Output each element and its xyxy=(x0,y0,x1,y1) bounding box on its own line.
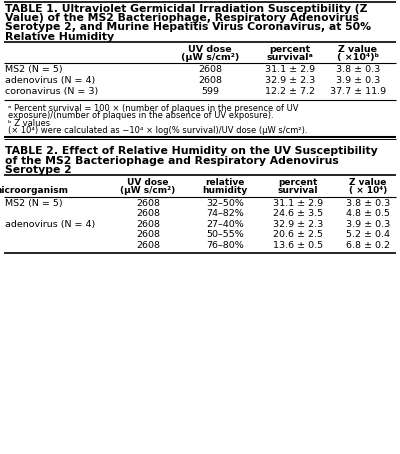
Text: adenovirus (N = 4): adenovirus (N = 4) xyxy=(5,220,95,229)
Text: 32.9 ± 2.3: 32.9 ± 2.3 xyxy=(273,220,323,229)
Text: 31.1 ± 2.9: 31.1 ± 2.9 xyxy=(265,65,315,74)
Text: exposure)/(number of plaques in the absence of UV exposure).: exposure)/(number of plaques in the abse… xyxy=(8,111,274,120)
Text: TABLE 2. Effect of Relative Humidity on the UV Susceptibility: TABLE 2. Effect of Relative Humidity on … xyxy=(5,146,378,156)
Text: 13.6 ± 0.5: 13.6 ± 0.5 xyxy=(273,241,323,250)
Text: 2608: 2608 xyxy=(136,209,160,218)
Text: adenovirus (N = 4): adenovirus (N = 4) xyxy=(5,76,95,85)
Text: 2608: 2608 xyxy=(136,241,160,250)
Text: microorganism: microorganism xyxy=(0,187,68,195)
Text: 599: 599 xyxy=(201,87,219,96)
Text: 12.2 ± 7.2: 12.2 ± 7.2 xyxy=(265,87,315,96)
Text: percent: percent xyxy=(269,45,311,54)
Text: 32.9 ± 2.3: 32.9 ± 2.3 xyxy=(265,76,315,85)
Text: MS2 (N = 5): MS2 (N = 5) xyxy=(5,65,63,74)
Text: TABLE 1. Ultraviolet Germicidal Irradiation Susceptibility (Z: TABLE 1. Ultraviolet Germicidal Irradiat… xyxy=(5,4,368,14)
Text: Serotype 2, and Murine Hepatitis Virus Coronavirus, at 50%: Serotype 2, and Murine Hepatitis Virus C… xyxy=(5,22,371,32)
Text: 4.8 ± 0.5: 4.8 ± 0.5 xyxy=(346,209,390,218)
Text: survival: survival xyxy=(278,187,318,195)
Text: Serotype 2: Serotype 2 xyxy=(5,165,72,175)
Text: 3.8 ± 0.3: 3.8 ± 0.3 xyxy=(336,65,380,74)
Text: 37.7 ± 11.9: 37.7 ± 11.9 xyxy=(330,87,386,96)
Text: 20.6 ± 2.5: 20.6 ± 2.5 xyxy=(273,230,323,239)
Text: humidity: humidity xyxy=(202,187,248,195)
Text: ( × 10⁴): ( × 10⁴) xyxy=(349,187,387,195)
Text: relative: relative xyxy=(205,178,245,187)
Text: 2608: 2608 xyxy=(136,199,160,208)
Text: 27–40%: 27–40% xyxy=(206,220,244,229)
Text: (× 10⁴) were calculated as −10⁴ × log(% survival)/UV dose (μW s/cm²).: (× 10⁴) were calculated as −10⁴ × log(% … xyxy=(8,126,308,135)
Text: survivalᵃ: survivalᵃ xyxy=(266,53,314,62)
Text: coronavirus (N = 3): coronavirus (N = 3) xyxy=(5,87,98,96)
Text: of the MS2 Bacteriophage and Respiratory Adenovirus: of the MS2 Bacteriophage and Respiratory… xyxy=(5,156,339,166)
Text: UV dose: UV dose xyxy=(188,45,232,54)
Text: ᵇ Z values: ᵇ Z values xyxy=(8,119,50,128)
Text: ( ×10⁴)ᵇ: ( ×10⁴)ᵇ xyxy=(337,53,379,62)
Text: 32–50%: 32–50% xyxy=(206,199,244,208)
Text: 3.8 ± 0.3: 3.8 ± 0.3 xyxy=(346,199,390,208)
Text: percent: percent xyxy=(278,178,318,187)
Text: 31.1 ± 2.9: 31.1 ± 2.9 xyxy=(273,199,323,208)
Text: 5.2 ± 0.4: 5.2 ± 0.4 xyxy=(346,230,390,239)
Text: 74–82%: 74–82% xyxy=(206,209,244,218)
Text: UV dose: UV dose xyxy=(127,178,169,187)
Text: 76–80%: 76–80% xyxy=(206,241,244,250)
Text: 2608: 2608 xyxy=(198,76,222,85)
Text: 2608: 2608 xyxy=(136,230,160,239)
Text: 6.8 ± 0.2: 6.8 ± 0.2 xyxy=(346,241,390,250)
Text: 2608: 2608 xyxy=(198,65,222,74)
Text: (μW s/cm²): (μW s/cm²) xyxy=(181,53,239,62)
Text: 3.9 ± 0.3: 3.9 ± 0.3 xyxy=(346,220,390,229)
Text: Z value: Z value xyxy=(338,45,378,54)
Text: Z value: Z value xyxy=(349,178,387,187)
Text: Value) of the MS2 Bacteriophage, Respiratory Adenovirus: Value) of the MS2 Bacteriophage, Respira… xyxy=(5,13,359,23)
Text: (μW s/cm²): (μW s/cm²) xyxy=(120,187,176,195)
Text: 24.6 ± 3.5: 24.6 ± 3.5 xyxy=(273,209,323,218)
Text: 2608: 2608 xyxy=(136,220,160,229)
Text: MS2 (N = 5): MS2 (N = 5) xyxy=(5,199,63,208)
Text: ᵃ Percent survival = 100 × (number of plaques in the presence of UV: ᵃ Percent survival = 100 × (number of pl… xyxy=(8,104,298,113)
Text: Relative Humidity: Relative Humidity xyxy=(5,32,114,42)
Text: 3.9 ± 0.3: 3.9 ± 0.3 xyxy=(336,76,380,85)
Text: 50–55%: 50–55% xyxy=(206,230,244,239)
